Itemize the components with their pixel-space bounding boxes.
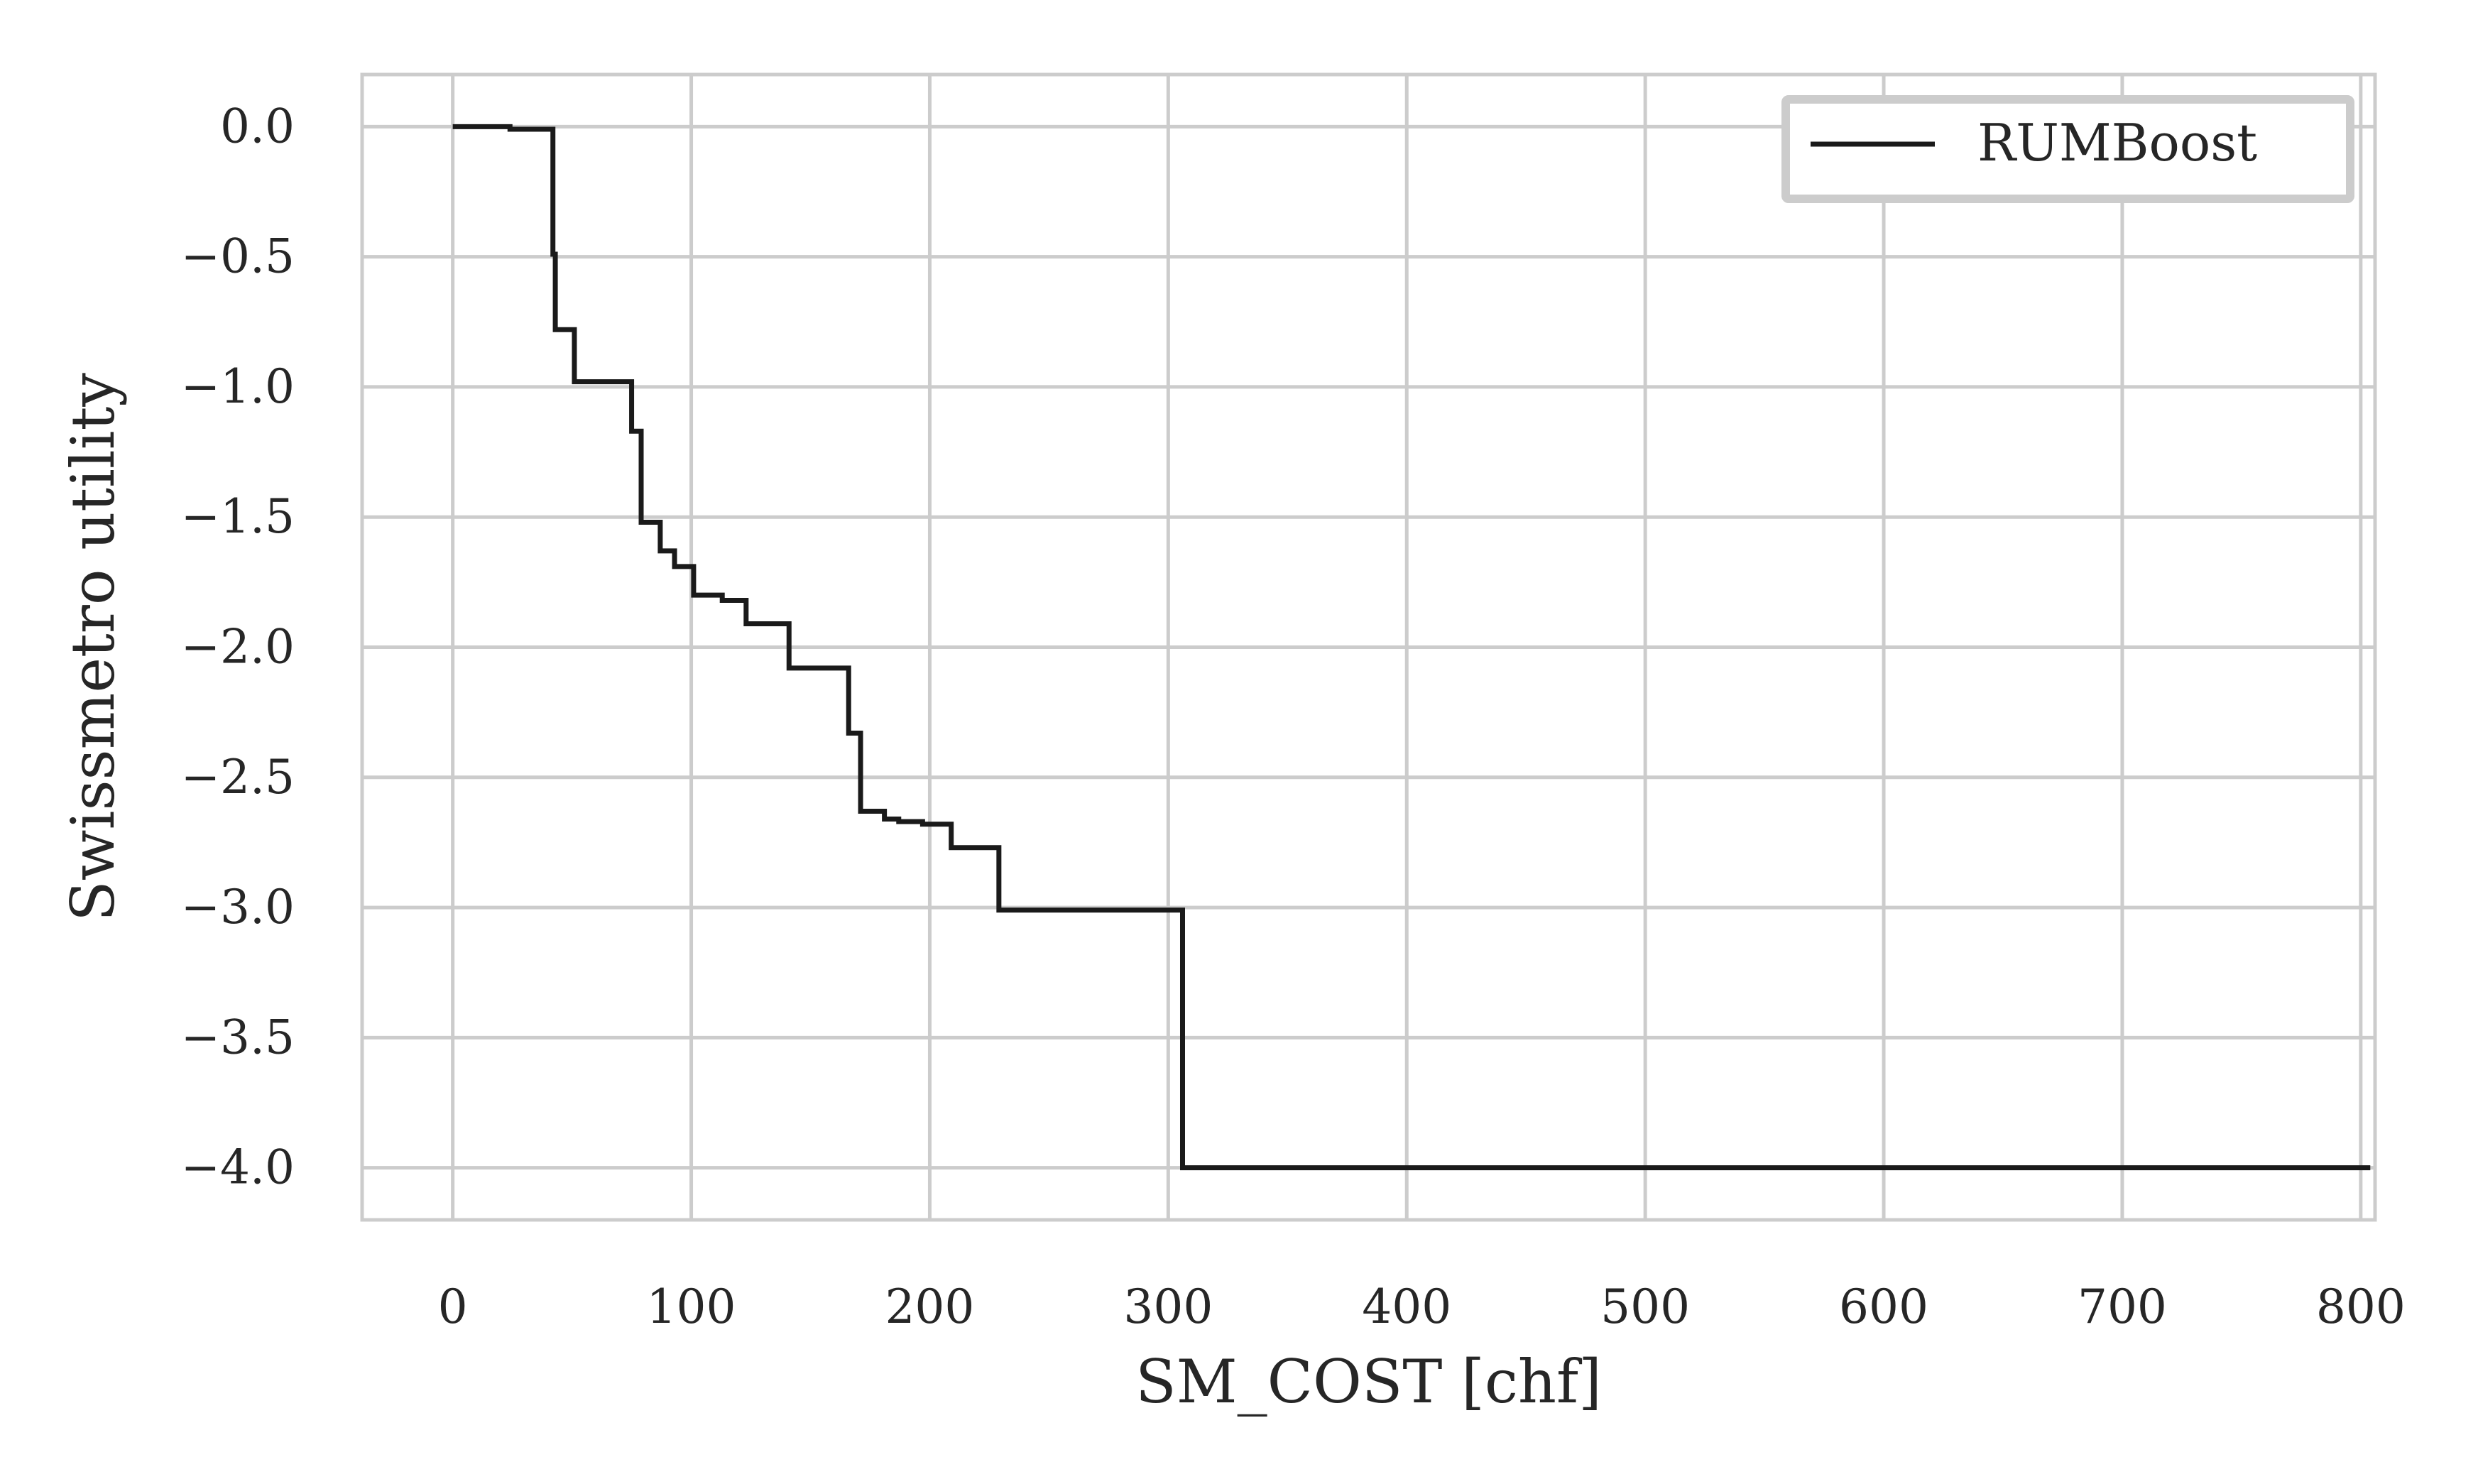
x-tick-label: 500	[1600, 1280, 1690, 1334]
y-tick-label: −4.0	[181, 1140, 295, 1195]
x-tick-label: 700	[2078, 1280, 2167, 1334]
x-tick-label: 400	[1362, 1280, 1451, 1334]
grid-lines	[362, 75, 2375, 1220]
y-tick-label: −0.5	[181, 229, 295, 284]
y-tick-label: −1.5	[181, 489, 295, 544]
series-layer	[452, 124, 2371, 1171]
y-axis-label: Swissmetro utility	[58, 373, 128, 922]
x-tick-label: 0	[438, 1280, 468, 1334]
y-tick-label: 0.0	[220, 99, 295, 153]
x-axis-label: SM_COST [chf]	[1135, 1347, 1602, 1417]
y-tick-labels: 0.0 −0.5 −1.0 −1.5 −2.0 −2.5 −3.0 −3.5 −4.0	[181, 99, 295, 1194]
x-tick-label: 800	[2316, 1280, 2406, 1334]
y-tick-label: −3.5	[181, 1010, 295, 1064]
legend-label-rumboost: RUMBoost	[1977, 113, 2257, 173]
plot-frame	[360, 72, 2377, 1222]
legend-box	[1781, 95, 2354, 203]
x-tick-label: 600	[1839, 1280, 1928, 1334]
x-tick-label: 200	[885, 1280, 974, 1334]
x-tick-label: 300	[1123, 1280, 1213, 1334]
y-tick-label: −2.5	[181, 750, 295, 804]
legend: RUMBoost	[1781, 95, 2354, 203]
y-tick-label: −2.0	[181, 620, 295, 675]
x-tick-label: 100	[647, 1280, 736, 1334]
x-tick-labels: 0 100 200 300 400 500 600 700 800	[438, 1280, 2406, 1334]
series-line-rumboost	[452, 124, 2371, 1171]
y-tick-label: −1.0	[181, 359, 295, 414]
y-tick-label: −3.0	[181, 880, 295, 934]
